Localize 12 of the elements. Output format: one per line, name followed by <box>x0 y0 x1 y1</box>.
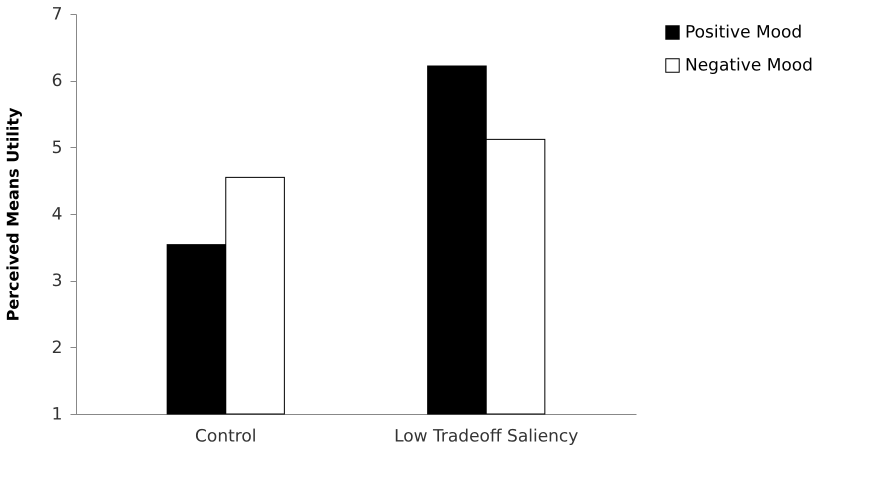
x-tick-label: Low Tradeoff Saliency <box>394 426 578 446</box>
y-tick-label: 3 <box>52 271 62 292</box>
y-tick-label: 6 <box>52 71 62 92</box>
y-tick-label: 7 <box>52 4 62 24</box>
x-tick-label: Control <box>195 426 256 446</box>
y-tick-label: 2 <box>52 338 62 358</box>
legend-label: Negative Mood <box>685 56 813 76</box>
legend-label: Positive Mood <box>685 22 802 42</box>
y-axis-title: Perceived Means Utility <box>4 107 23 322</box>
y-tick-label: 4 <box>52 204 62 224</box>
y-tick-label: 1 <box>52 404 62 424</box>
y-tick-label: 5 <box>52 138 62 158</box>
